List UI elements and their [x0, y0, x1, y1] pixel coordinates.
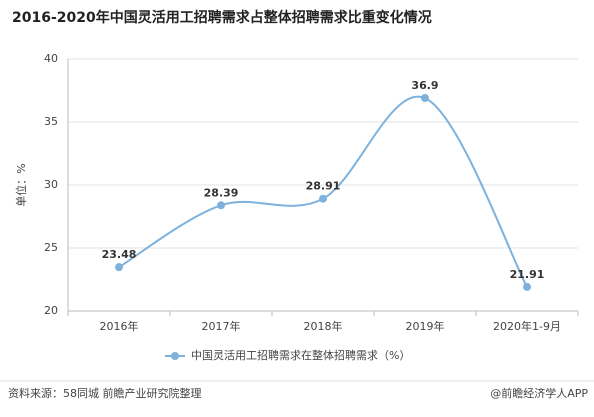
y-tick-label: 20 — [44, 304, 58, 317]
value-label: 36.9 — [411, 79, 438, 92]
point — [319, 194, 327, 203]
y-tick-label: 30 — [44, 178, 58, 191]
series-line — [118, 95, 528, 288]
value-label: 21.91 — [510, 268, 545, 281]
x-tick-label: 2019年 — [406, 319, 445, 333]
point — [115, 263, 123, 272]
x-tick-label: 2016年 — [100, 319, 139, 333]
x-tick-label: 2018年 — [304, 319, 343, 333]
value-label: 28.39 — [204, 186, 239, 199]
y-tick-label: 25 — [44, 241, 58, 254]
chart-title: 2016-2020年中国灵活用工招聘需求占整体招聘需求比重变化情况 — [12, 9, 432, 26]
value-label: 23.48 — [102, 248, 137, 261]
legend-marker — [171, 352, 179, 360]
point — [523, 282, 531, 291]
point — [421, 94, 429, 103]
point — [217, 201, 225, 210]
y-tick-label: 40 — [44, 52, 58, 65]
y-axis-label: 单位：% — [14, 163, 28, 206]
value-label: 28.91 — [306, 180, 341, 193]
legend-label: 中国灵活用工招聘需求在整体招聘需求（%） — [191, 348, 410, 362]
y-tick-label: 35 — [44, 115, 58, 128]
credit: @前瞻经济学人APP — [490, 386, 588, 400]
source-note: 资料来源：58同城 前瞻产业研究院整理 — [8, 386, 202, 400]
x-tick-label: 2017年 — [202, 319, 241, 333]
x-tick-label: 2020年1-9月 — [493, 319, 561, 333]
